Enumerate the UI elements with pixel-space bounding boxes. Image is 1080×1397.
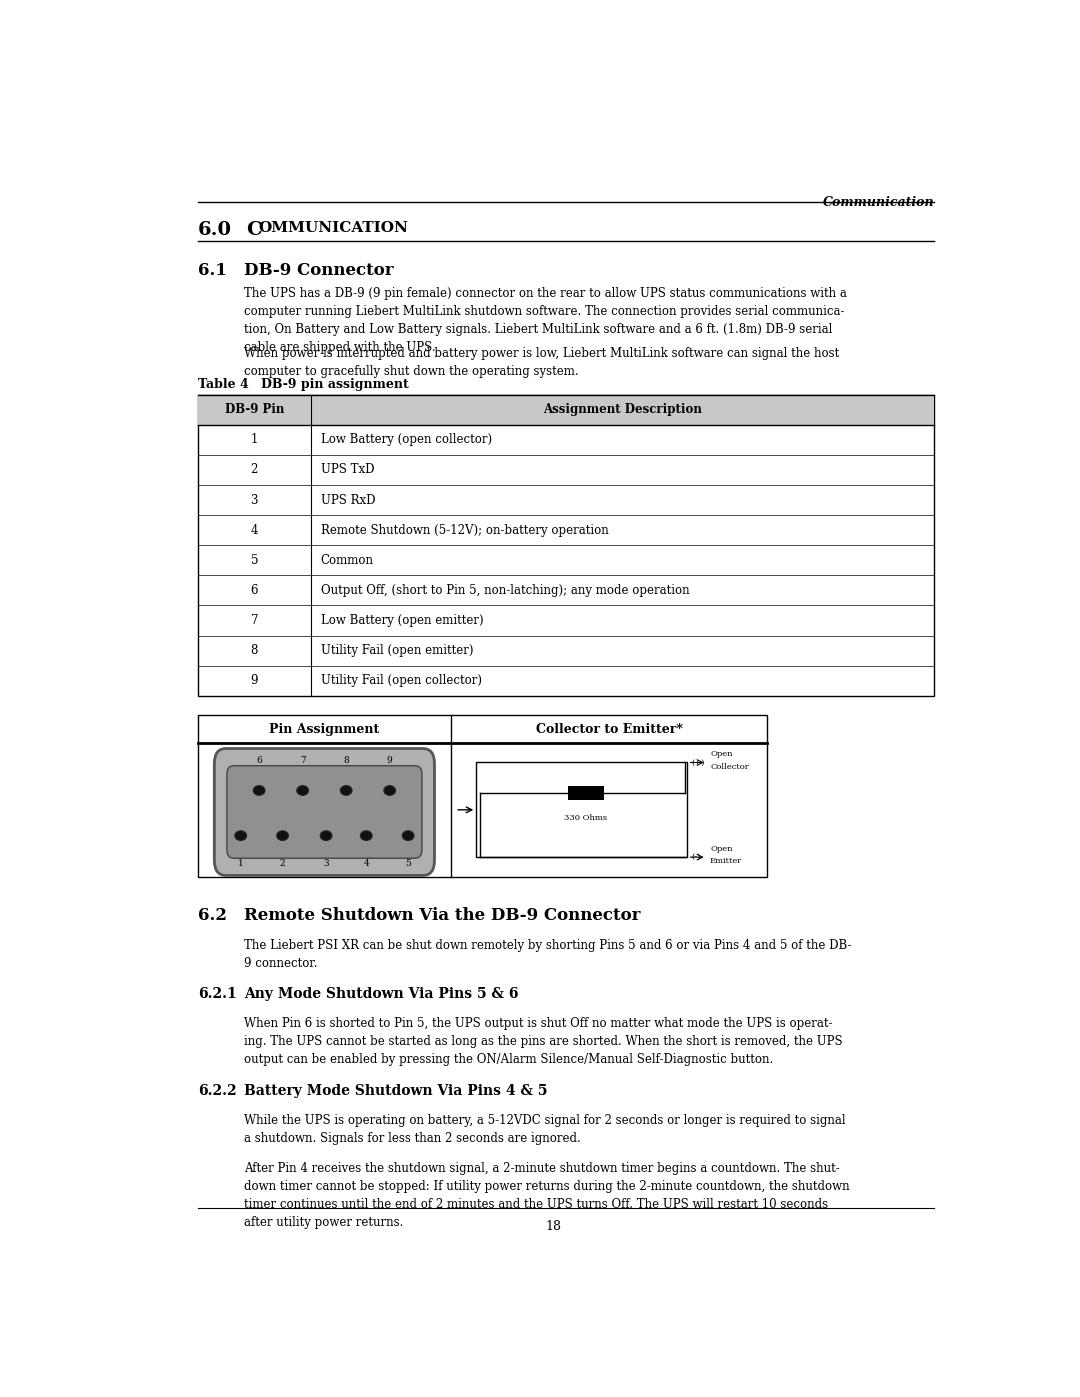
Text: 2: 2: [280, 859, 285, 869]
Text: DB-9 Connector: DB-9 Connector: [244, 263, 393, 279]
Text: UPS RxD: UPS RxD: [321, 493, 376, 507]
Text: 3: 3: [323, 859, 329, 869]
Text: 7: 7: [300, 756, 306, 764]
Text: Utility Fail (open collector): Utility Fail (open collector): [321, 675, 482, 687]
Text: 1: 1: [238, 859, 244, 869]
FancyBboxPatch shape: [227, 766, 422, 858]
Text: 5: 5: [405, 859, 411, 869]
Text: 7: 7: [251, 615, 258, 627]
Text: 6: 6: [256, 756, 262, 764]
Text: 5: 5: [251, 553, 258, 567]
Text: Low Battery (open emitter): Low Battery (open emitter): [321, 615, 484, 627]
Text: Remote Shutdown Via the DB-9 Connector: Remote Shutdown Via the DB-9 Connector: [244, 907, 640, 923]
Text: 18: 18: [545, 1220, 562, 1232]
Text: When power is interrupted and battery power is low, Liebert MultiLink software c: When power is interrupted and battery po…: [244, 348, 839, 379]
Bar: [476, 763, 688, 858]
Text: (+): (+): [691, 759, 705, 767]
Text: Communication: Communication: [823, 196, 934, 208]
Text: (-): (-): [691, 854, 701, 861]
Text: While the UPS is operating on battery, a 5-12VDC signal for 2 seconds or longer : While the UPS is operating on battery, a…: [244, 1115, 846, 1146]
Text: 8: 8: [251, 644, 258, 657]
Text: Collector: Collector: [710, 763, 748, 771]
Ellipse shape: [402, 831, 414, 841]
Text: Table 4: Table 4: [198, 379, 248, 391]
Text: DB-9 pin assignment: DB-9 pin assignment: [260, 379, 408, 391]
Bar: [568, 785, 604, 799]
Bar: [198, 715, 767, 876]
Text: Low Battery (open collector): Low Battery (open collector): [321, 433, 491, 446]
Text: 3: 3: [251, 493, 258, 507]
Text: 4: 4: [251, 524, 258, 536]
Text: 6.0: 6.0: [198, 222, 232, 239]
Text: Emitter: Emitter: [710, 858, 742, 866]
Bar: [198, 394, 934, 696]
Ellipse shape: [340, 785, 352, 795]
Text: 9: 9: [251, 675, 258, 687]
Text: Remote Shutdown (5-12V); on-battery operation: Remote Shutdown (5-12V); on-battery oper…: [321, 524, 608, 536]
Ellipse shape: [254, 785, 265, 795]
Text: 9: 9: [387, 756, 392, 764]
Text: 6.1: 6.1: [198, 263, 227, 279]
Text: UPS TxD: UPS TxD: [321, 464, 375, 476]
Text: Utility Fail (open emitter): Utility Fail (open emitter): [321, 644, 473, 657]
Text: C: C: [246, 222, 262, 239]
Ellipse shape: [276, 831, 288, 841]
Text: 6: 6: [251, 584, 258, 597]
Text: OMMUNICATION: OMMUNICATION: [258, 222, 408, 236]
Text: Pin Assignment: Pin Assignment: [269, 722, 379, 736]
Ellipse shape: [383, 785, 395, 795]
Text: Any Mode Shutdown Via Pins 5 & 6: Any Mode Shutdown Via Pins 5 & 6: [244, 988, 518, 1002]
Text: Open: Open: [710, 750, 732, 759]
Text: After Pin 4 receives the shutdown signal, a 2-minute shutdown timer begins a cou: After Pin 4 receives the shutdown signal…: [244, 1161, 850, 1228]
Text: 4: 4: [363, 859, 369, 869]
Text: Open: Open: [710, 845, 732, 852]
Text: Common: Common: [321, 553, 374, 567]
Text: 1: 1: [251, 433, 258, 446]
Text: 6.2.2: 6.2.2: [198, 1084, 237, 1098]
Bar: [198, 394, 934, 425]
Text: When Pin 6 is shorted to Pin 5, the UPS output is shut Off no matter what mode t: When Pin 6 is shorted to Pin 5, the UPS …: [244, 1017, 842, 1066]
Text: 2: 2: [251, 464, 258, 476]
Text: The Liebert PSI XR can be shut down remotely by shorting Pins 5 and 6 or via Pin: The Liebert PSI XR can be shut down remo…: [244, 939, 851, 970]
Text: 330 Ohms: 330 Ohms: [565, 814, 607, 823]
Text: 6.2: 6.2: [198, 907, 227, 923]
Text: Assignment Description: Assignment Description: [543, 404, 702, 416]
Text: The UPS has a DB-9 (9 pin female) connector on the rear to allow UPS status comm: The UPS has a DB-9 (9 pin female) connec…: [244, 286, 847, 353]
Text: 6.2.1: 6.2.1: [198, 988, 237, 1002]
Ellipse shape: [234, 831, 246, 841]
Text: Battery Mode Shutdown Via Pins 4 & 5: Battery Mode Shutdown Via Pins 4 & 5: [244, 1084, 548, 1098]
Ellipse shape: [361, 831, 373, 841]
Text: 8: 8: [343, 756, 349, 764]
FancyBboxPatch shape: [214, 749, 434, 876]
Text: DB-9 Pin: DB-9 Pin: [225, 404, 284, 416]
Text: Output Off, (short to Pin 5, non-latching); any mode operation: Output Off, (short to Pin 5, non-latchin…: [321, 584, 689, 597]
Ellipse shape: [297, 785, 309, 795]
Text: Collector to Emitter*: Collector to Emitter*: [536, 722, 683, 736]
Ellipse shape: [321, 831, 332, 841]
